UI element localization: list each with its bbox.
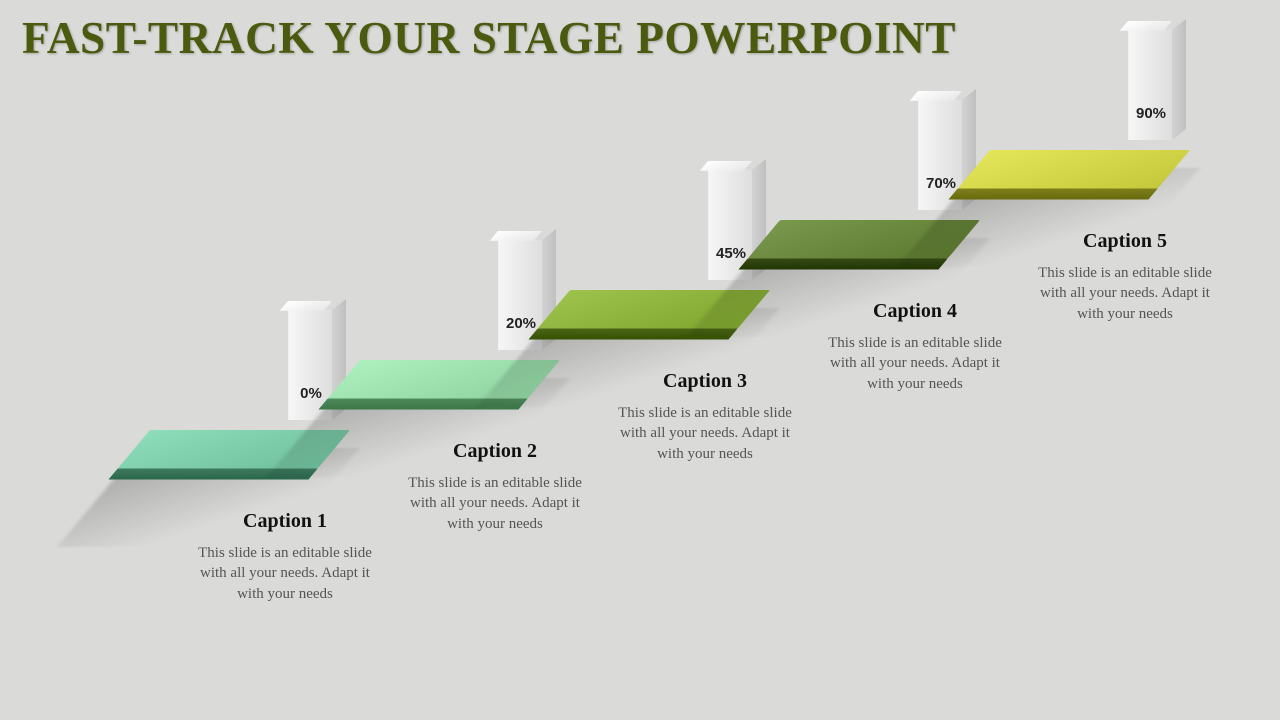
stage-caption-2: Caption 2 This slide is an editable slide… [405,440,585,534]
caption-title: Caption 2 [405,440,585,463]
slide-canvas: FAST-TRACK YOUR STAGE POWERPOINT 0%Capti… [0,0,1280,720]
caption-body: This slide is an editable slide with all… [405,473,585,534]
stage-caption-5: Caption 5 This slide is an editable slide… [1035,230,1215,324]
caption-body: This slide is an editable slide with all… [195,543,375,604]
caption-title: Caption 3 [615,370,795,393]
caption-title: Caption 4 [825,300,1005,323]
caption-title: Caption 1 [195,510,375,533]
caption-body: This slide is an editable slide with all… [615,403,795,464]
caption-body: This slide is an editable slide with all… [825,333,1005,394]
stage-caption-1: Caption 1 This slide is an editable slide… [195,510,375,604]
caption-body: This slide is an editable slide with all… [1035,263,1215,324]
stage-percent-5: 90% [1126,105,1176,122]
slide-title: FAST-TRACK YOUR STAGE POWERPOINT [22,12,956,64]
caption-title: Caption 5 [1035,230,1215,253]
stage-platform-5 [953,150,1190,194]
stage-caption-3: Caption 3 This slide is an editable slide… [615,370,795,464]
stage-caption-4: Caption 4 This slide is an editable slide… [825,300,1005,394]
